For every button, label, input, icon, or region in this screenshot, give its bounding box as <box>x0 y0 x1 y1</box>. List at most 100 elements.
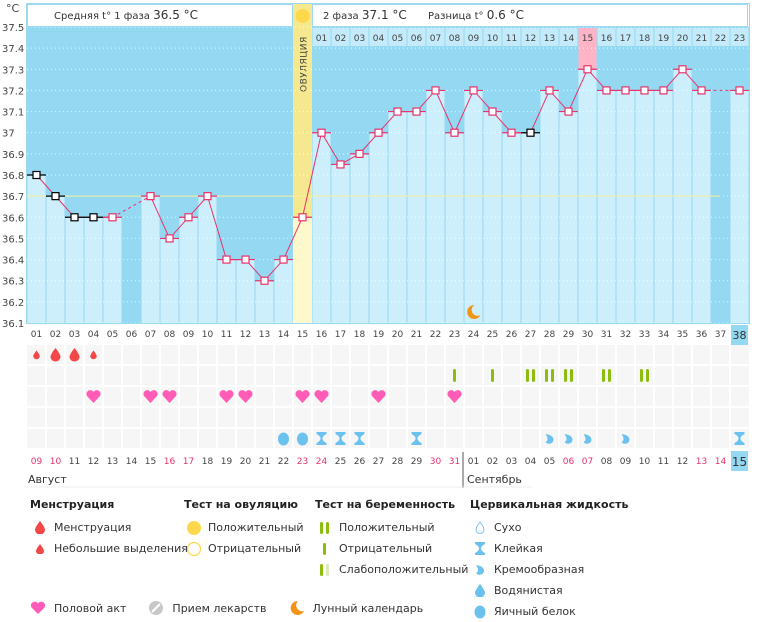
temperature-bar <box>27 175 46 323</box>
temperature-point <box>336 160 345 169</box>
post-ovulation-day-label: 11 <box>506 34 517 44</box>
post-ovulation-day-cell <box>540 28 559 46</box>
blood-drop-icon <box>69 348 80 362</box>
phase1-summary: Средняя t° 1 фаза 36.5 °C <box>27 4 293 27</box>
sticky-icon <box>354 432 365 445</box>
y-tick-label: 36.8 <box>2 171 24 182</box>
post-ovulation-day-cell <box>464 28 483 46</box>
temperature-point <box>678 65 687 74</box>
calendar-date-label: 24 <box>316 457 328 467</box>
temperature-bar <box>616 90 635 323</box>
post-ovulation-day-cell <box>331 28 350 46</box>
post-ovulation-day-cell <box>635 28 654 46</box>
heart-icon <box>219 390 234 403</box>
calendar-date-label: 05 <box>544 457 555 467</box>
temperature-line-segment <box>568 69 588 112</box>
phase1-label: Средняя t° 1 фаза <box>54 11 150 22</box>
temperature-point <box>222 255 231 264</box>
cycle-day-label: 17 <box>335 330 346 340</box>
temperature-point <box>374 128 383 137</box>
calendar-date-label: 14 <box>126 457 138 467</box>
post-ovulation-day-cell <box>559 28 578 46</box>
temperature-point <box>184 213 193 222</box>
temperature-point <box>564 107 573 116</box>
legend-item: Половой акт <box>54 601 127 615</box>
post-ovulation-day-cell <box>502 28 521 46</box>
calendar-date-label: 09 <box>620 457 632 467</box>
heart-icon <box>295 390 310 403</box>
cycle-day-label: 33 <box>639 330 650 340</box>
temperature-bar <box>540 90 559 323</box>
legend-title: Тест на беременность <box>315 498 456 511</box>
cycle-day-label: 27 <box>525 330 536 340</box>
y-tick-label: 36.7 <box>2 192 24 203</box>
phase1-value: 36.5 °C <box>153 8 199 22</box>
temperature-point <box>640 86 649 95</box>
legend-ovulation-test: Тест на овуляцию Положительный Отрицател… <box>184 498 304 559</box>
sticky-icon <box>335 432 346 445</box>
calendar-date-label: 31 <box>449 457 460 467</box>
sticky-icon <box>734 432 745 445</box>
positive-test-icon <box>646 369 649 382</box>
positive-test-icon <box>570 369 573 382</box>
post-ovulation-day-cell <box>578 28 597 46</box>
temperature-bar <box>236 259 255 323</box>
heart-icon <box>371 390 386 403</box>
calendar-date-label: 19 <box>221 457 233 467</box>
post-ovulation-day-label: 01 <box>316 34 327 44</box>
creamy-icon <box>470 563 490 576</box>
y-tick-label: 36.5 <box>2 234 24 245</box>
post-ovulation-day-label: 21 <box>696 34 707 44</box>
temperature-bar <box>445 132 464 323</box>
temperature-bar <box>369 132 388 323</box>
temperature-point <box>108 213 117 222</box>
cycle-day-label: 14 <box>278 330 290 340</box>
post-ovulation-day-label: 12 <box>525 34 536 44</box>
post-ovulation-day-label: 18 <box>639 34 651 44</box>
y-tick-label: 37.2 <box>2 86 24 97</box>
calendar-date-label: 06 <box>563 457 575 467</box>
cycle-day-label: 25 <box>487 330 498 340</box>
today-highlight <box>731 451 748 471</box>
calendar-date-label: 03 <box>506 457 517 467</box>
temperature-bar <box>179 217 198 323</box>
temperature-bar <box>217 259 236 323</box>
temperature-bar <box>483 111 502 323</box>
positive-test-icon <box>315 521 335 535</box>
moon-icon <box>467 304 481 319</box>
post-ovulation-day-label: 15 <box>582 34 593 44</box>
post-ovulation-day-label: 20 <box>677 34 689 44</box>
post-ovulation-day-label: 17 <box>620 34 631 44</box>
calendar-date-label: 04 <box>525 457 537 467</box>
temperature-point <box>431 86 440 95</box>
cycle-day-label: 38 <box>733 329 747 342</box>
post-ovulation-day-label: 16 <box>601 34 613 44</box>
calendar-date-label: 09 <box>31 457 43 467</box>
post-ovulation-day-label: 02 <box>335 34 346 44</box>
temperature-bar <box>331 164 350 323</box>
post-ovulation-day-cell <box>692 28 711 46</box>
temperature-line-segment <box>435 90 455 133</box>
calendar-date-label: 13 <box>107 457 118 467</box>
y-unit-label: °C <box>6 2 20 15</box>
positive-test-icon <box>532 369 535 382</box>
sticky-icon <box>411 432 422 445</box>
temperature-bar <box>654 90 673 323</box>
weak-positive-test-icon <box>315 563 335 577</box>
post-ovulation-day-label: 22 <box>715 34 726 44</box>
post-ovulation-day-cell <box>369 28 388 46</box>
temperature-point <box>146 192 155 201</box>
post-ovulation-day-cell <box>616 28 635 46</box>
calendar-date-label: 26 <box>354 457 366 467</box>
post-ovulation-day-cell <box>521 28 540 46</box>
diff-value: 0.6 °C <box>486 8 524 22</box>
phase2-summary: 2 фаза 37.1 °C Разница t° 0.6 °C <box>312 4 748 27</box>
diff-label: Разница t° <box>427 11 484 22</box>
calendar-date-label: 27 <box>373 457 384 467</box>
cycle-day-label: 30 <box>582 330 594 340</box>
cycle-day-label: 02 <box>50 330 61 340</box>
legend-pregnancy-test: Тест на беременность Положительный Отриц… <box>315 498 468 580</box>
positive-test-icon <box>608 369 611 382</box>
calendar-date-label: 29 <box>411 457 423 467</box>
cycle-day-label: 09 <box>183 330 195 340</box>
